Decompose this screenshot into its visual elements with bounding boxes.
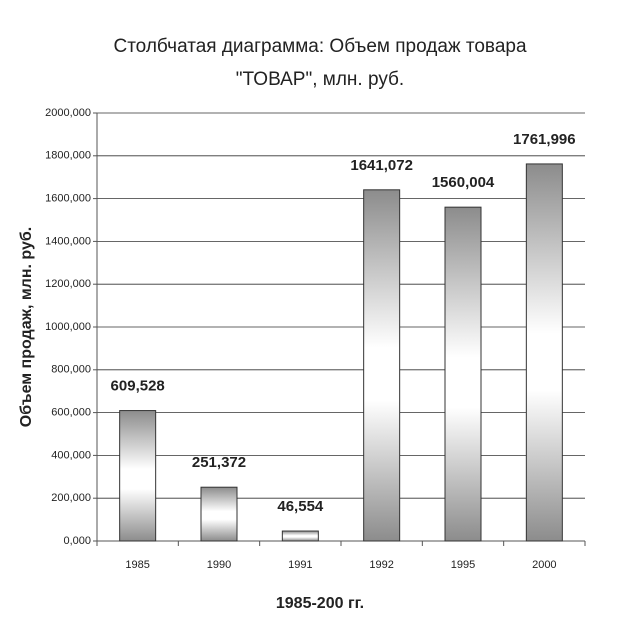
value-label: 1560,004 xyxy=(432,174,495,191)
value-label: 1641,072 xyxy=(350,157,413,174)
bar xyxy=(444,206,482,542)
y-tick-label: 1400,000 xyxy=(45,235,91,247)
y-tick-label: 400,000 xyxy=(51,449,91,461)
value-label: 1761,996 xyxy=(513,131,576,148)
y-tick-label: 200,000 xyxy=(51,492,91,504)
x-tick-label: 1991 xyxy=(288,559,312,571)
bar xyxy=(119,410,157,542)
y-tick-label: 1200,000 xyxy=(45,278,91,290)
x-tick-label: 1990 xyxy=(207,559,231,571)
x-tick-label: 2000 xyxy=(532,559,556,571)
value-label: 251,372 xyxy=(192,454,246,471)
value-label: 46,554 xyxy=(277,498,324,515)
y-tick-label: 1800,000 xyxy=(45,150,91,162)
y-tick-label: 600,000 xyxy=(51,407,91,419)
bar xyxy=(281,530,319,542)
y-tick-label: 1000,000 xyxy=(45,321,91,333)
bar xyxy=(525,163,563,542)
bar xyxy=(363,189,401,542)
y-tick-label: 0,000 xyxy=(63,535,91,547)
chart-title: Столбчатая диаграмма: Объем продаж товар… xyxy=(113,36,526,57)
y-axis-label: Объем продаж, млн. руб. xyxy=(18,227,35,427)
x-tick-label: 1985 xyxy=(125,559,149,571)
x-tick-label: 1992 xyxy=(369,559,393,571)
x-axis-label: 1985-200 гг. xyxy=(276,595,364,612)
y-tick-label: 2000,000 xyxy=(45,107,91,119)
x-tick-label: 1995 xyxy=(451,559,475,571)
value-label: 609,528 xyxy=(111,378,165,395)
bar xyxy=(200,486,238,542)
y-tick-label: 800,000 xyxy=(51,364,91,376)
chart-title: "ТОВАР", млн. руб. xyxy=(236,69,404,90)
y-tick-label: 1600,000 xyxy=(45,193,91,205)
